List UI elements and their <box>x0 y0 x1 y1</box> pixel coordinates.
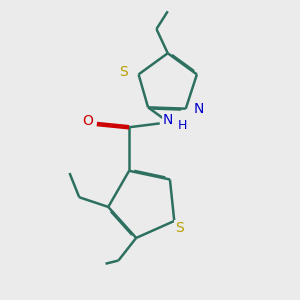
Text: N: N <box>162 113 173 127</box>
Text: S: S <box>175 221 184 235</box>
Text: H: H <box>178 118 187 131</box>
Text: O: O <box>82 115 93 128</box>
Text: S: S <box>119 65 128 80</box>
Text: N: N <box>194 102 204 116</box>
